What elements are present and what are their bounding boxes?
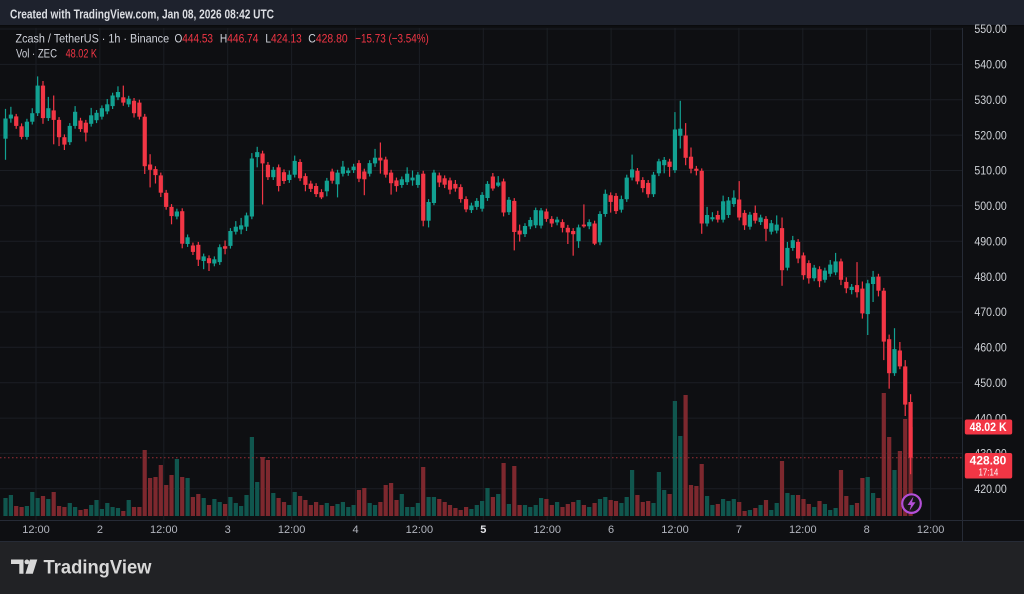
svg-text:−15.73 (−3.54%): −15.73 (−3.54%) <box>355 32 429 46</box>
svg-text:520.00: 520.00 <box>974 128 1007 142</box>
svg-text:8: 8 <box>864 524 870 536</box>
svg-text:490.00: 490.00 <box>974 234 1007 248</box>
svg-text:5: 5 <box>480 524 486 536</box>
svg-text:450.00: 450.00 <box>974 376 1007 390</box>
svg-text:12:00: 12:00 <box>406 524 434 536</box>
svg-text:C428.80: C428.80 <box>308 32 348 46</box>
svg-text:17:14: 17:14 <box>979 466 999 478</box>
svg-text:12:00: 12:00 <box>533 524 561 536</box>
svg-text:48.02 K: 48.02 K <box>66 46 98 60</box>
svg-text:12:00: 12:00 <box>150 524 178 536</box>
svg-text:530.00: 530.00 <box>974 93 1007 107</box>
svg-text:Vol · ZEC: Vol · ZEC <box>16 46 57 60</box>
svg-text:48.02 K: 48.02 K <box>970 422 1008 434</box>
svg-text:3: 3 <box>225 524 231 536</box>
svg-text:470.00: 470.00 <box>974 305 1007 319</box>
svg-text:TradingView: TradingView <box>44 557 153 579</box>
svg-text:2: 2 <box>97 524 103 536</box>
svg-text:6: 6 <box>608 524 614 536</box>
svg-text:Created with TradingView.com,: Created with TradingView.com, Jan 08, 20… <box>10 8 274 22</box>
svg-text:510.00: 510.00 <box>974 164 1007 178</box>
svg-text:12:00: 12:00 <box>278 524 306 536</box>
svg-text:O444.53: O444.53 <box>175 32 214 46</box>
svg-text:428.80: 428.80 <box>970 455 1007 467</box>
svg-text:4: 4 <box>352 524 358 536</box>
svg-text:Zcash / TetherUS · 1h · Binanc: Zcash / TetherUS · 1h · Binance <box>16 32 170 46</box>
svg-text:H446.74: H446.74 <box>220 32 259 46</box>
svg-text:12:00: 12:00 <box>661 524 689 536</box>
svg-text:540.00: 540.00 <box>974 58 1007 72</box>
svg-text:500.00: 500.00 <box>974 199 1007 213</box>
svg-text:420.00: 420.00 <box>974 482 1007 496</box>
svg-text:12:00: 12:00 <box>789 524 817 536</box>
svg-text:12:00: 12:00 <box>22 524 50 536</box>
svg-text:L424.13: L424.13 <box>265 32 301 46</box>
svg-text:550.00: 550.00 <box>974 22 1007 36</box>
svg-text:460.00: 460.00 <box>974 341 1007 355</box>
svg-text:7: 7 <box>736 524 742 536</box>
svg-text:480.00: 480.00 <box>974 270 1007 284</box>
svg-text:12:00: 12:00 <box>917 524 945 536</box>
